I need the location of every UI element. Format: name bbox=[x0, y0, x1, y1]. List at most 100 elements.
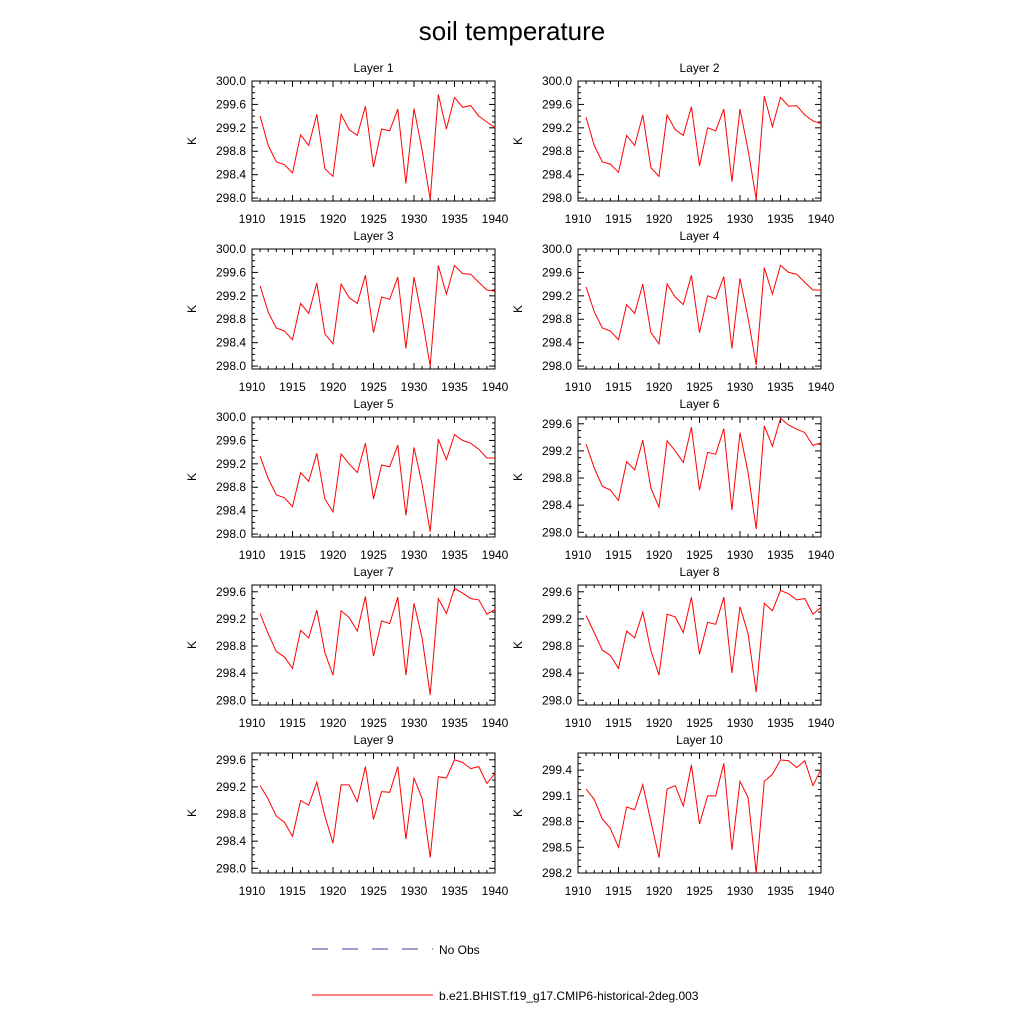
panel-title: Layer 5 bbox=[353, 397, 393, 411]
y-axis-label: K bbox=[511, 809, 525, 817]
y-tick-label: 298.0 bbox=[216, 191, 246, 205]
y-axis-label: K bbox=[185, 137, 199, 145]
y-tick-label: 298.0 bbox=[542, 525, 572, 539]
plot-frame bbox=[251, 80, 496, 202]
series-line-model bbox=[259, 433, 495, 532]
x-tick-label: 1910 bbox=[565, 884, 592, 898]
y-axis-label: K bbox=[185, 305, 199, 313]
x-tick-label: 1930 bbox=[401, 884, 428, 898]
panel-layer-3: Layer 3 K 1910 1915 1920 1925 1930 1935 1940 298.… bbox=[185, 229, 509, 394]
y-tick-label: 298.0 bbox=[542, 359, 572, 373]
panel-layer-9: Layer 9 K 1910 1915 1920 1925 1930 1935 1940 298.… bbox=[185, 733, 509, 898]
x-tick-label: 1925 bbox=[686, 548, 713, 562]
y-axis-label: K bbox=[511, 641, 525, 649]
y-tick-label: 298.0 bbox=[542, 693, 572, 707]
panel-title: Layer 8 bbox=[679, 565, 719, 579]
x-tick-label: 1910 bbox=[239, 716, 266, 730]
x-tick-label: 1925 bbox=[686, 716, 713, 730]
x-tick-label: 1935 bbox=[767, 548, 794, 562]
y-tick-label: 298.4 bbox=[216, 336, 246, 350]
x-tick-label: 1910 bbox=[239, 212, 266, 226]
x-tick-label: 1925 bbox=[686, 212, 713, 226]
y-tick-label: 299.4 bbox=[542, 763, 572, 777]
y-tick-label: 299.2 bbox=[216, 612, 246, 626]
x-tick-label: 1915 bbox=[605, 212, 632, 226]
panel-title: Layer 9 bbox=[353, 733, 393, 747]
x-tick-label: 1925 bbox=[360, 380, 387, 394]
legend-obs-label: No Obs bbox=[439, 943, 480, 957]
x-tick-label: 1910 bbox=[239, 548, 266, 562]
series-line-model bbox=[259, 759, 496, 858]
y-tick-label: 299.2 bbox=[542, 444, 572, 458]
y-tick-label: 299.6 bbox=[542, 585, 572, 599]
plot-frame bbox=[251, 416, 496, 538]
x-tick-label: 1940 bbox=[482, 716, 509, 730]
x-tick-label: 1930 bbox=[727, 380, 754, 394]
x-tick-label: 1930 bbox=[727, 884, 754, 898]
x-tick-label: 1935 bbox=[441, 380, 468, 394]
y-tick-label: 298.0 bbox=[216, 693, 246, 707]
series-line-model bbox=[585, 589, 822, 693]
x-tick-label: 1935 bbox=[441, 716, 468, 730]
x-tick-label: 1925 bbox=[360, 884, 387, 898]
x-tick-label: 1920 bbox=[646, 884, 673, 898]
y-tick-label: 299.2 bbox=[542, 121, 572, 135]
figure-title: soil temperature bbox=[419, 16, 605, 46]
y-tick-label: 299.2 bbox=[216, 121, 246, 135]
x-tick-label: 1925 bbox=[360, 716, 387, 730]
x-tick-label: 1940 bbox=[808, 548, 835, 562]
x-tick-label: 1935 bbox=[441, 884, 468, 898]
series-line-model bbox=[585, 417, 822, 529]
plot-frame bbox=[577, 80, 822, 202]
series-line-model bbox=[585, 96, 822, 200]
x-tick-label: 1930 bbox=[727, 716, 754, 730]
panel-layer-4: Layer 4 K 1910 1915 1920 1925 1930 1935 1940 298.… bbox=[511, 229, 835, 394]
y-tick-label: 298.2 bbox=[542, 866, 572, 880]
y-tick-label: 298.0 bbox=[216, 527, 246, 541]
panel-title: Layer 7 bbox=[353, 565, 393, 579]
y-tick-label: 299.6 bbox=[216, 585, 246, 599]
x-tick-label: 1920 bbox=[646, 380, 673, 394]
y-axis-label: K bbox=[511, 473, 525, 481]
series-line-model bbox=[259, 587, 496, 695]
y-axis-label: K bbox=[511, 137, 525, 145]
panels: Layer 1 K 1910 1915 1920 1925 1930 1935 1940 298.… bbox=[185, 61, 835, 898]
plot-frame bbox=[577, 752, 822, 874]
y-tick-label: 300.0 bbox=[216, 242, 246, 256]
y-tick-label: 298.8 bbox=[542, 471, 572, 485]
y-tick-label: 298.4 bbox=[216, 168, 246, 182]
plot-frame bbox=[577, 584, 822, 706]
series-line-model bbox=[585, 759, 822, 874]
plot-frame bbox=[251, 752, 496, 874]
x-tick-label: 1915 bbox=[605, 884, 632, 898]
x-tick-label: 1940 bbox=[808, 884, 835, 898]
panel-title: Layer 10 bbox=[676, 733, 723, 747]
x-tick-label: 1920 bbox=[646, 212, 673, 226]
y-tick-label: 299.6 bbox=[216, 265, 246, 279]
x-tick-label: 1920 bbox=[320, 884, 347, 898]
panel-layer-8: Layer 8 K 1910 1915 1920 1925 1930 1935 1940 298.… bbox=[511, 565, 835, 730]
y-tick-label: 299.6 bbox=[216, 433, 246, 447]
y-tick-label: 300.0 bbox=[542, 74, 572, 88]
x-tick-label: 1910 bbox=[565, 716, 592, 730]
panel-title: Layer 2 bbox=[679, 61, 719, 75]
x-tick-label: 1920 bbox=[320, 716, 347, 730]
x-tick-label: 1930 bbox=[727, 548, 754, 562]
y-tick-label: 298.4 bbox=[542, 336, 572, 350]
panel-layer-5: Layer 5 K 1910 1915 1920 1925 1930 1935 1940 298.… bbox=[185, 397, 509, 562]
panel-title: Layer 6 bbox=[679, 397, 719, 411]
y-tick-label: 299.2 bbox=[216, 457, 246, 471]
plot-frame bbox=[577, 248, 822, 370]
y-tick-label: 298.8 bbox=[216, 639, 246, 653]
x-tick-label: 1920 bbox=[320, 548, 347, 562]
y-axis-label: K bbox=[185, 473, 199, 481]
plot-frame bbox=[251, 584, 496, 706]
panel-layer-6: Layer 6 K 1910 1915 1920 1925 1930 1935 1940 298.… bbox=[511, 397, 835, 562]
x-tick-label: 1925 bbox=[360, 212, 387, 226]
x-tick-label: 1910 bbox=[239, 380, 266, 394]
series-line-model bbox=[585, 264, 821, 365]
y-tick-label: 299.1 bbox=[542, 789, 572, 803]
y-tick-label: 299.6 bbox=[542, 265, 572, 279]
y-tick-label: 299.6 bbox=[216, 753, 246, 767]
